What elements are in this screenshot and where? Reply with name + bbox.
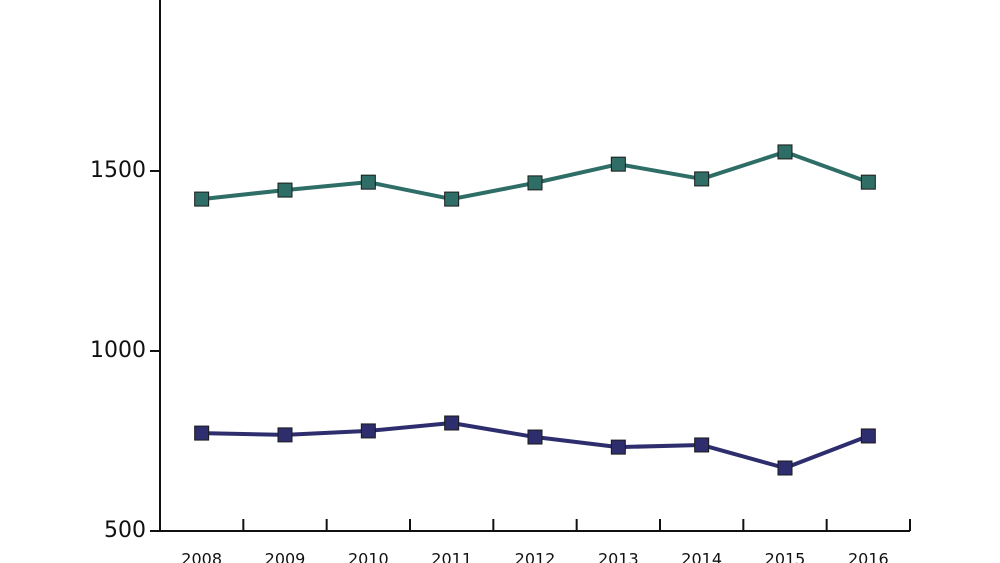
x-tick-label: 2010 — [348, 550, 389, 563]
marker — [860, 428, 876, 444]
x-tick-label: 2015 — [765, 550, 806, 563]
marker — [444, 191, 460, 207]
x-tick-label: 2008 — [181, 550, 222, 563]
marker — [694, 171, 710, 187]
x-tick-label: 2014 — [681, 550, 722, 563]
marker — [194, 191, 210, 207]
marker — [360, 174, 376, 190]
marker — [777, 144, 793, 160]
x-tick-label: 2012 — [515, 550, 556, 563]
x-tick-label: 2009 — [265, 550, 306, 563]
y-tick-label: 1500 — [90, 158, 146, 183]
marker — [777, 460, 793, 476]
marker — [194, 425, 210, 441]
marker — [527, 175, 543, 191]
marker — [860, 174, 876, 190]
marker — [277, 427, 293, 443]
marker — [610, 156, 626, 172]
marker — [694, 437, 710, 453]
marker — [444, 415, 460, 431]
y-tick-label: 2000 — [90, 0, 146, 3]
x-tick-label: 2011 — [431, 550, 472, 563]
y-tick-label: 500 — [104, 518, 146, 543]
y-tick-label: 1000 — [90, 338, 146, 363]
x-tick-label: 2013 — [598, 550, 639, 563]
marker — [277, 182, 293, 198]
marker — [527, 429, 543, 445]
marker — [360, 423, 376, 439]
marker — [610, 439, 626, 455]
x-tick-label: 2016 — [848, 550, 889, 563]
